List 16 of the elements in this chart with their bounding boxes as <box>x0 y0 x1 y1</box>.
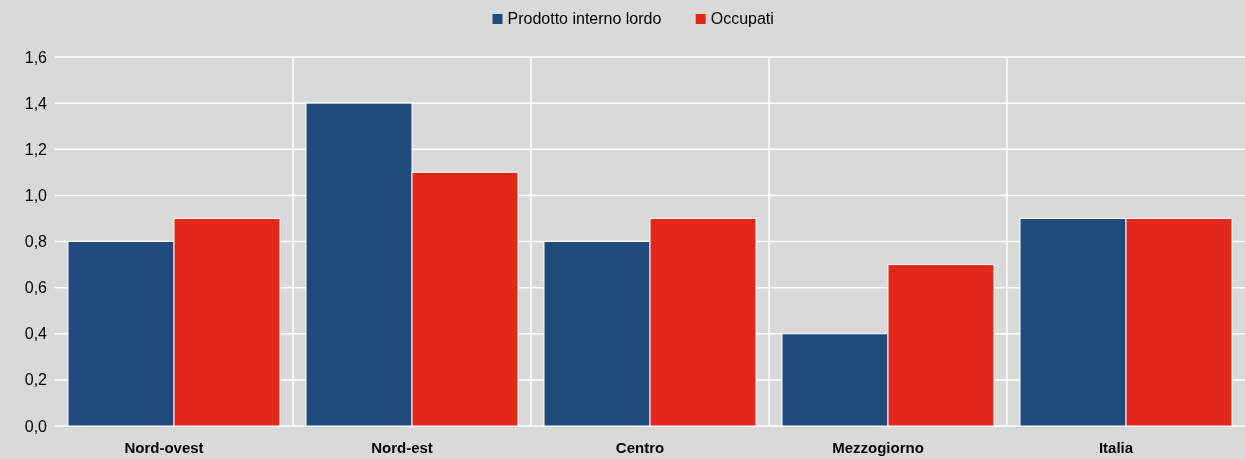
y-tick-label: 1,6 <box>24 48 48 66</box>
y-tick-label: 1,0 <box>24 186 48 204</box>
x-tick-label: Mezzogiorno <box>832 439 924 456</box>
legend-label: Prodotto interno lordo <box>507 10 662 27</box>
y-tick-label: 0,2 <box>24 371 48 389</box>
x-tick-label: Centro <box>615 439 665 456</box>
y-tick-label: 0,0 <box>24 417 48 435</box>
y-tick-label: 1,2 <box>24 140 48 158</box>
y-tick-label: 1,4 <box>24 94 48 112</box>
y-tick-label: 0,6 <box>24 279 48 297</box>
y-tick-label: 0,8 <box>24 233 48 251</box>
x-tick-label: Nord-ovest <box>124 439 204 456</box>
y-tick-label: 0,4 <box>24 325 48 343</box>
x-tick-label: Italia <box>1098 439 1134 456</box>
x-tick-label: Nord-est <box>371 439 433 456</box>
legend-label: Occupati <box>710 10 774 27</box>
